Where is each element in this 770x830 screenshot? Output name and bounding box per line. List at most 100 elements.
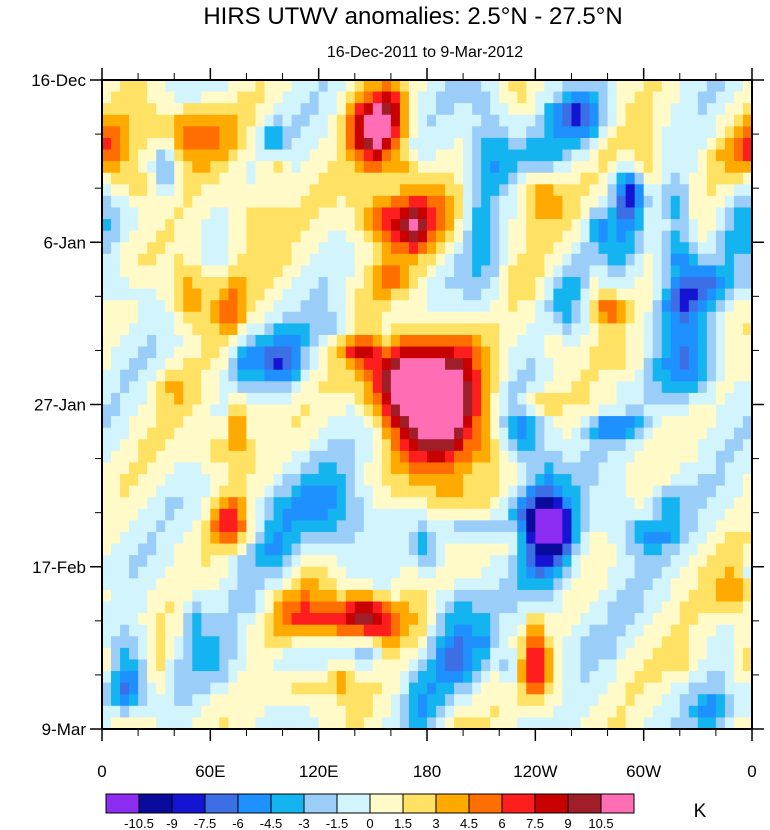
- field-cell: [544, 416, 554, 429]
- field-cell: [417, 485, 428, 498]
- field-cell: [616, 578, 627, 591]
- field-cell: [544, 555, 554, 568]
- field-cell: [165, 161, 175, 174]
- field-cell: [228, 91, 239, 104]
- field-cell: [210, 323, 220, 336]
- field-cell: [300, 694, 311, 707]
- field-cell: [742, 404, 752, 417]
- field-cell: [688, 694, 699, 707]
- field-cell: [580, 613, 591, 626]
- field-cell: [652, 636, 663, 649]
- field-cell: [706, 149, 717, 162]
- field-cell: [598, 323, 609, 336]
- colorbar-box: [237, 793, 272, 814]
- field-cell: [165, 555, 175, 568]
- field-cell: [192, 392, 202, 406]
- field-cell: [282, 230, 293, 243]
- field-cell: [201, 416, 211, 429]
- field-cell: [688, 416, 699, 429]
- field-cell: [129, 474, 139, 487]
- field-cell: [607, 717, 618, 729]
- field-cell: [508, 253, 518, 267]
- field-cell: [111, 497, 121, 510]
- field-cell: [237, 392, 248, 406]
- field-cell: [571, 230, 582, 243]
- field-cell: [634, 149, 645, 162]
- field-cell: [454, 311, 464, 324]
- field-cell: [688, 277, 699, 290]
- field-cell: [589, 601, 600, 614]
- field-cell: [571, 624, 582, 637]
- field-cell: [679, 103, 690, 116]
- field-cell: [598, 543, 609, 556]
- field-cell: [733, 508, 744, 521]
- field-cell: [472, 300, 482, 313]
- field-cell: [589, 589, 600, 603]
- field-cell: [535, 671, 545, 684]
- field-cell: [102, 172, 112, 185]
- field-cell: [562, 369, 573, 382]
- field-cell: [517, 566, 527, 579]
- field-cell: [517, 647, 527, 661]
- field-cell: [616, 416, 627, 429]
- field-cell: [643, 253, 654, 267]
- field-cell: [102, 381, 112, 394]
- field-cell: [120, 242, 130, 255]
- field-cell: [255, 207, 266, 220]
- field-cell: [661, 172, 672, 185]
- field-cell: [607, 589, 618, 603]
- field-cell: [652, 682, 663, 695]
- field-cell: [111, 450, 121, 464]
- field-cell: [381, 450, 392, 464]
- field-cell: [445, 358, 455, 371]
- field-cell: [526, 404, 536, 417]
- field-cell: [237, 381, 248, 394]
- field-cell: [363, 717, 374, 729]
- field-cell: [643, 462, 654, 475]
- field-cell: [589, 485, 600, 498]
- field-cell: [490, 392, 500, 406]
- field-cell: [246, 404, 257, 417]
- field-cell: [399, 462, 410, 475]
- field-cell: [327, 137, 338, 151]
- field-cell: [183, 242, 193, 255]
- field-cell: [147, 80, 157, 93]
- field-cell: [417, 230, 428, 243]
- field-cell: [625, 485, 636, 498]
- field-cell: [580, 80, 591, 93]
- field-cell: [697, 207, 708, 220]
- field-cell: [282, 184, 293, 197]
- field-cell: [120, 126, 130, 139]
- field-cell: [571, 184, 582, 197]
- field-cell: [652, 659, 663, 672]
- field-cell: [102, 161, 112, 174]
- field-cell: [589, 508, 600, 521]
- field-cell: [246, 601, 257, 614]
- field-cell: [625, 474, 636, 487]
- field-cell: [327, 242, 338, 255]
- field-cell: [345, 682, 356, 695]
- field-cell: [724, 682, 735, 695]
- field-cell: [309, 566, 320, 579]
- field-cell: [129, 288, 139, 301]
- field-cell: [733, 277, 744, 290]
- field-cell: [724, 277, 735, 290]
- field-cell: [228, 346, 239, 359]
- field-cell: [156, 705, 166, 719]
- field-cell: [201, 137, 211, 151]
- field-cell: [697, 219, 708, 232]
- field-cell: [481, 311, 491, 324]
- field-cell: [138, 80, 148, 93]
- field-cell: [201, 103, 211, 116]
- field-cell: [174, 520, 184, 533]
- field-cell: [661, 369, 672, 382]
- field-cell: [300, 427, 311, 440]
- field-cell: [499, 369, 509, 382]
- field-cell: [526, 474, 536, 487]
- field-cell: [571, 369, 582, 382]
- field-cell: [652, 207, 663, 220]
- field-cell: [643, 705, 654, 719]
- field-cell: [246, 230, 257, 243]
- field-cell: [679, 462, 690, 475]
- field-cell: [670, 404, 681, 417]
